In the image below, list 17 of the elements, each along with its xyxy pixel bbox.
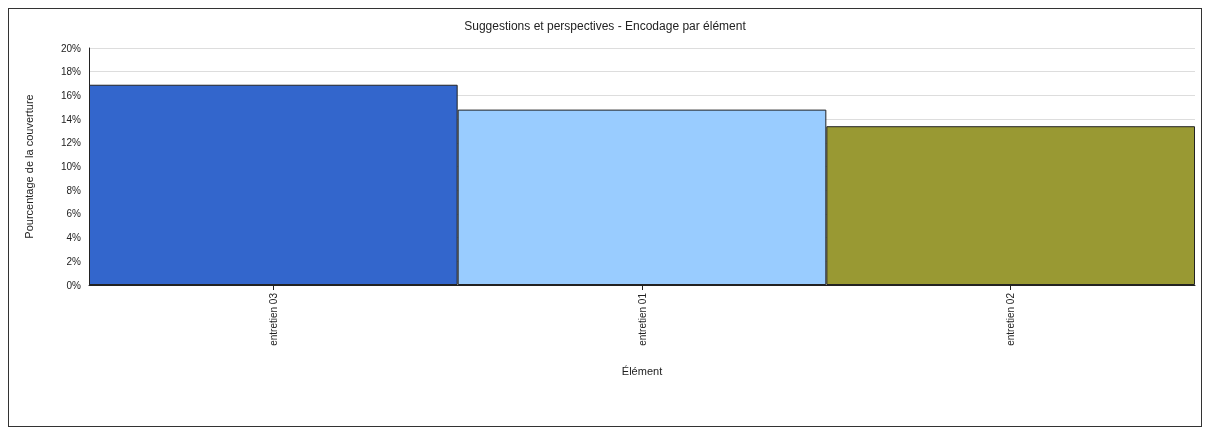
chart-title: Suggestions et perspectives - Encodage par élément [464,19,747,33]
y-tick-label: 18% [60,66,82,78]
y-tick-label: 6% [66,208,82,220]
y-tick-label: 2% [66,255,82,267]
x-tick-label: entretien 02 [1005,292,1017,346]
y-tick-label: 20% [60,42,82,54]
y-tick-label: 10% [60,161,82,172]
x-tick-label: entretien 01 [636,292,648,346]
y-tick-label: 8% [66,184,82,196]
y-tick-label: 4% [66,232,82,244]
y-tick-label: 16% [60,89,82,101]
y-axis-title: Pourcentage de la couverture [22,94,35,239]
y-tick-label: 12% [60,137,82,149]
y-tick-label: 14% [60,113,82,125]
x-axis-title: Élément [621,364,663,377]
x-tick-label: entretien 03 [267,292,279,346]
y-tick-label: 0% [66,279,82,291]
